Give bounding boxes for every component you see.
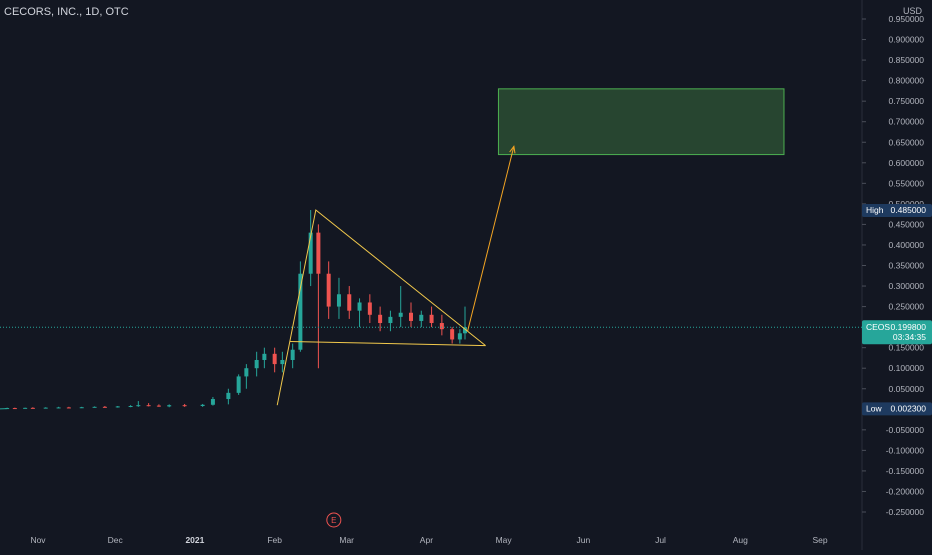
target-box[interactable] xyxy=(498,89,784,155)
price-tick-label: 0.100000 xyxy=(889,363,925,373)
candle xyxy=(399,313,403,317)
projection-arrow[interactable] xyxy=(468,146,514,331)
countdown-timer: 03:34:35 xyxy=(893,332,926,342)
candle xyxy=(327,274,331,307)
candle xyxy=(378,315,382,323)
candle xyxy=(419,315,423,321)
candle xyxy=(13,408,17,409)
time-tick-label: Mar xyxy=(339,535,354,545)
candle xyxy=(57,407,61,408)
high-value: 0.485000 xyxy=(891,205,927,215)
low-value: 0.002300 xyxy=(891,403,927,413)
price-tick-label: 0.800000 xyxy=(889,76,925,86)
high-label: High xyxy=(866,205,884,215)
price-tick-label: 0.750000 xyxy=(889,96,925,106)
candle xyxy=(440,323,444,329)
candle xyxy=(93,407,97,408)
price-tick-label: -0.250000 xyxy=(886,507,925,517)
candle xyxy=(280,360,284,364)
candle xyxy=(255,360,259,368)
candle xyxy=(23,408,27,409)
candle xyxy=(136,405,140,406)
symbol-title[interactable]: CECORS, INC., 1D, OTC xyxy=(4,6,129,18)
time-tick-label: May xyxy=(496,535,513,545)
price-tick-label: 0.250000 xyxy=(889,302,925,312)
price-tick-label: 0.350000 xyxy=(889,261,925,271)
price-tick-label: 0.400000 xyxy=(889,240,925,250)
candle xyxy=(309,233,313,274)
candle xyxy=(5,408,9,409)
candle xyxy=(244,368,248,376)
candle xyxy=(226,393,230,399)
price-tick-label: -0.150000 xyxy=(886,466,925,476)
time-tick-label: Aug xyxy=(733,535,748,545)
price-tick-label: -0.100000 xyxy=(886,445,925,455)
time-tick-label: 2021 xyxy=(185,535,204,545)
candle xyxy=(337,294,341,306)
triangle-base[interactable] xyxy=(290,342,486,346)
time-tick-label: Apr xyxy=(420,535,433,545)
price-axis[interactable]: 0.9500000.9000000.8500000.8000000.750000… xyxy=(862,14,924,517)
time-tick-label: Feb xyxy=(267,535,282,545)
candle xyxy=(450,329,454,339)
price-tick-label: 0.650000 xyxy=(889,137,925,147)
candle xyxy=(409,313,413,321)
candle xyxy=(368,302,372,314)
price-tick-label: 0.450000 xyxy=(889,219,925,229)
time-tick-label: Sep xyxy=(812,535,827,545)
price-tick-label: -0.200000 xyxy=(886,486,925,496)
price-tick-label: -0.050000 xyxy=(886,425,925,435)
price-tick-label: 0.550000 xyxy=(889,178,925,188)
candle xyxy=(67,407,71,408)
candle xyxy=(116,406,120,407)
currency-label: USD xyxy=(903,6,922,16)
time-tick-label: Jul xyxy=(655,535,666,545)
candle xyxy=(201,405,205,406)
candle xyxy=(298,274,302,350)
candle xyxy=(347,294,351,310)
time-tick-label: Nov xyxy=(30,535,46,545)
price-tick-label: 0.900000 xyxy=(889,35,925,45)
candles xyxy=(0,210,467,409)
candle xyxy=(167,405,171,406)
low-label: Low xyxy=(866,403,882,413)
candle xyxy=(157,406,161,407)
candle xyxy=(44,408,48,409)
candle xyxy=(147,405,151,406)
candle xyxy=(262,354,266,360)
price-tick-label: 0.050000 xyxy=(889,384,925,394)
candle xyxy=(183,405,187,406)
candle xyxy=(103,407,107,408)
earnings-marker-label: E xyxy=(331,516,336,525)
candle xyxy=(291,350,295,360)
candle xyxy=(211,399,215,405)
candle xyxy=(80,407,84,408)
price-tick-label: 0.600000 xyxy=(889,158,925,168)
candle xyxy=(273,354,277,364)
candle xyxy=(458,333,462,339)
candle xyxy=(430,315,434,323)
price-tick-label: 0.850000 xyxy=(889,55,925,65)
candle xyxy=(358,302,362,310)
drawings[interactable] xyxy=(0,89,862,405)
triangle-pattern[interactable] xyxy=(277,210,485,405)
last-price-value: 0.199800 xyxy=(891,322,927,332)
candle xyxy=(388,317,392,323)
price-tick-label: 0.300000 xyxy=(889,281,925,291)
time-axis[interactable]: Nov Dec 2021 Feb Mar Apr May Jun Jul Aug Sep E xyxy=(30,513,827,545)
price-tick-label: 0.700000 xyxy=(889,117,925,127)
time-tick-label: Dec xyxy=(108,535,124,545)
time-tick-label: Jun xyxy=(576,535,590,545)
candle xyxy=(129,406,133,407)
candle xyxy=(316,233,320,274)
last-price-symbol: CEOS xyxy=(866,322,890,332)
candle xyxy=(31,408,35,409)
candle xyxy=(237,376,241,392)
